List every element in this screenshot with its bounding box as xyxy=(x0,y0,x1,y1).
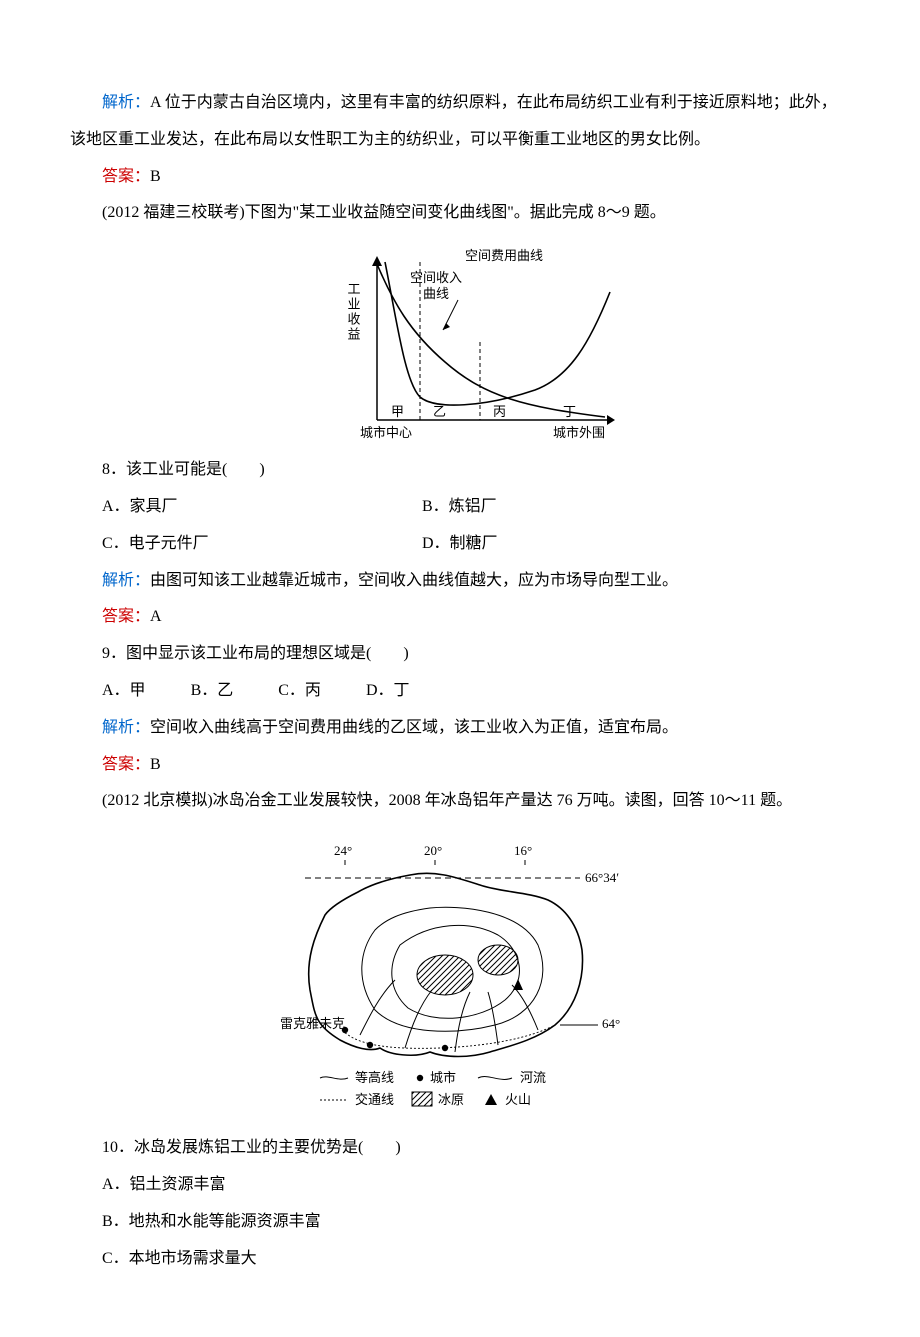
q8-explain-text: 由图可知该工业越靠近城市，空间收入曲线值越大，应为市场导向型工业。 xyxy=(150,572,678,589)
q8-row2: C．电子元件厂 D．制糖厂 xyxy=(70,526,850,563)
q9-explain-prefix: 解析： xyxy=(102,719,150,736)
river-5 xyxy=(512,985,538,1030)
river-3 xyxy=(455,992,470,1052)
rev-label-2: 曲线 xyxy=(423,286,449,301)
y-label: 工业收益 xyxy=(346,282,361,342)
answer-text: B xyxy=(150,168,161,185)
intro-8-9: (2012 福建三校联考)下图为"某工业收益随空间变化曲线图"。据此完成 8～9… xyxy=(70,195,850,232)
q8-stem: 8．该工业可能是( ) xyxy=(70,452,850,489)
lat-mid-label: 64° xyxy=(602,1016,620,1031)
legend-volcano: 火山 xyxy=(505,1092,531,1107)
q9-ans: B xyxy=(150,756,161,773)
lon3: 16° xyxy=(514,843,532,858)
legend-city-icon xyxy=(417,1075,423,1081)
q9-a: A．甲 xyxy=(102,673,146,710)
revenue-curve xyxy=(377,264,605,417)
ice-2 xyxy=(478,945,518,975)
rev-arrow-head xyxy=(443,323,450,330)
answer-prefix: 答案： xyxy=(102,168,150,185)
lat-top-label: 66°34′ xyxy=(585,870,619,885)
city-3 xyxy=(442,1045,448,1051)
q8-explain: 解析：由图可知该工业越靠近城市，空间收入曲线值越大，应为市场导向型工业。 xyxy=(70,563,850,600)
q8-answer: 答案：A xyxy=(70,599,850,636)
lon2: 20° xyxy=(424,843,442,858)
q8-c: C．电子元件厂 xyxy=(102,526,422,563)
lon1: 24° xyxy=(334,843,352,858)
q10-a: A．铝土资源丰富 xyxy=(70,1167,850,1204)
x-arrow xyxy=(607,415,615,425)
q9-explain-text: 空间收入曲线高于空间费用曲线的乙区域，该工业收入为正值，适宜布局。 xyxy=(150,719,678,736)
legend-ice-icon xyxy=(412,1092,432,1106)
q10-b: B．地热和水能等能源资源丰富 xyxy=(70,1204,850,1241)
reykjavik-label: 雷克雅未克 xyxy=(280,1016,345,1031)
city-2 xyxy=(367,1042,373,1048)
road xyxy=(342,1025,555,1048)
q10-c: C．本地市场需求量大 xyxy=(70,1241,850,1278)
cost-label: 空间费用曲线 xyxy=(465,248,543,263)
q8-ans-prefix: 答案： xyxy=(102,608,150,625)
rev-label-1: 空间收入 xyxy=(410,270,462,285)
q9-d: D．丁 xyxy=(366,673,410,710)
legend-contour: 等高线 xyxy=(355,1070,394,1085)
legend-city: 城市 xyxy=(430,1070,456,1085)
legend-volcano-icon xyxy=(485,1094,497,1105)
legend: 等高线 城市 河流 交通线 冰原 火山 xyxy=(320,1070,546,1107)
tick-yi: 乙 xyxy=(433,404,446,419)
chart-industry-profit: 工业收益 空间费用曲线 空间收入 曲线 甲 乙 丙 丁 城市中心 城市外围 xyxy=(305,242,615,442)
q9-ans-prefix: 答案： xyxy=(102,756,150,773)
tick-ding: 丁 xyxy=(563,404,576,419)
q9-stem: 9．图中显示该工业布局的理想区域是( ) xyxy=(70,636,850,673)
tick-jia: 甲 xyxy=(391,404,404,419)
q8-row1: A．家具厂 B．炼铝厂 xyxy=(70,489,850,526)
q8-explain-prefix: 解析： xyxy=(102,572,150,589)
q8-a: A．家具厂 xyxy=(102,489,422,526)
river-2 xyxy=(405,990,432,1048)
tick-bing: 丙 xyxy=(493,404,506,419)
q9-explain: 解析：空间收入曲线高于空间费用曲线的乙区域，该工业收入为正值，适宜布局。 xyxy=(70,710,850,747)
q8-ans: A xyxy=(150,608,162,625)
q9-answer: 答案：B xyxy=(70,747,850,784)
q9-c: C．丙 xyxy=(278,673,321,710)
q9-b: B．乙 xyxy=(191,673,234,710)
legend-contour-icon xyxy=(320,1077,348,1079)
q9-options: A．甲 B．乙 C．丙 D．丁 xyxy=(70,673,850,710)
legend-river-icon xyxy=(478,1077,512,1080)
q10-stem: 10．冰岛发展炼铝工业的主要优势是( ) xyxy=(70,1130,850,1167)
explain-a: 解析：A 位于内蒙古自治区境内，这里有丰富的纺织原料，在此布局纺织工业有利于接近… xyxy=(70,85,850,159)
answer-b: 答案：B xyxy=(70,159,850,196)
intro-10-11: (2012 北京模拟)冰岛冶金工业发展较快，2008 年冰岛铝年产量达 76 万… xyxy=(70,783,850,820)
map-iceland: 24° 20° 16° 66°34′ 64° 雷克雅未克 等高线 xyxy=(280,830,640,1120)
explain-text: A 位于内蒙古自治区境内，这里有丰富的纺织原料，在此布局纺织工业有利于接近原料地… xyxy=(70,94,837,148)
river-1 xyxy=(360,980,395,1035)
x-left: 城市中心 xyxy=(360,425,412,440)
q8-b: B．炼铝厂 xyxy=(422,489,497,526)
volcano-icon xyxy=(513,979,523,990)
q8-d: D．制糖厂 xyxy=(422,526,498,563)
legend-road: 交通线 xyxy=(355,1092,394,1107)
x-right: 城市外围 xyxy=(553,425,605,440)
river-4 xyxy=(488,992,498,1045)
legend-ice: 冰原 xyxy=(438,1092,464,1107)
explain-prefix: 解析： xyxy=(102,94,150,111)
legend-river: 河流 xyxy=(520,1070,546,1085)
ice-1 xyxy=(417,955,473,995)
